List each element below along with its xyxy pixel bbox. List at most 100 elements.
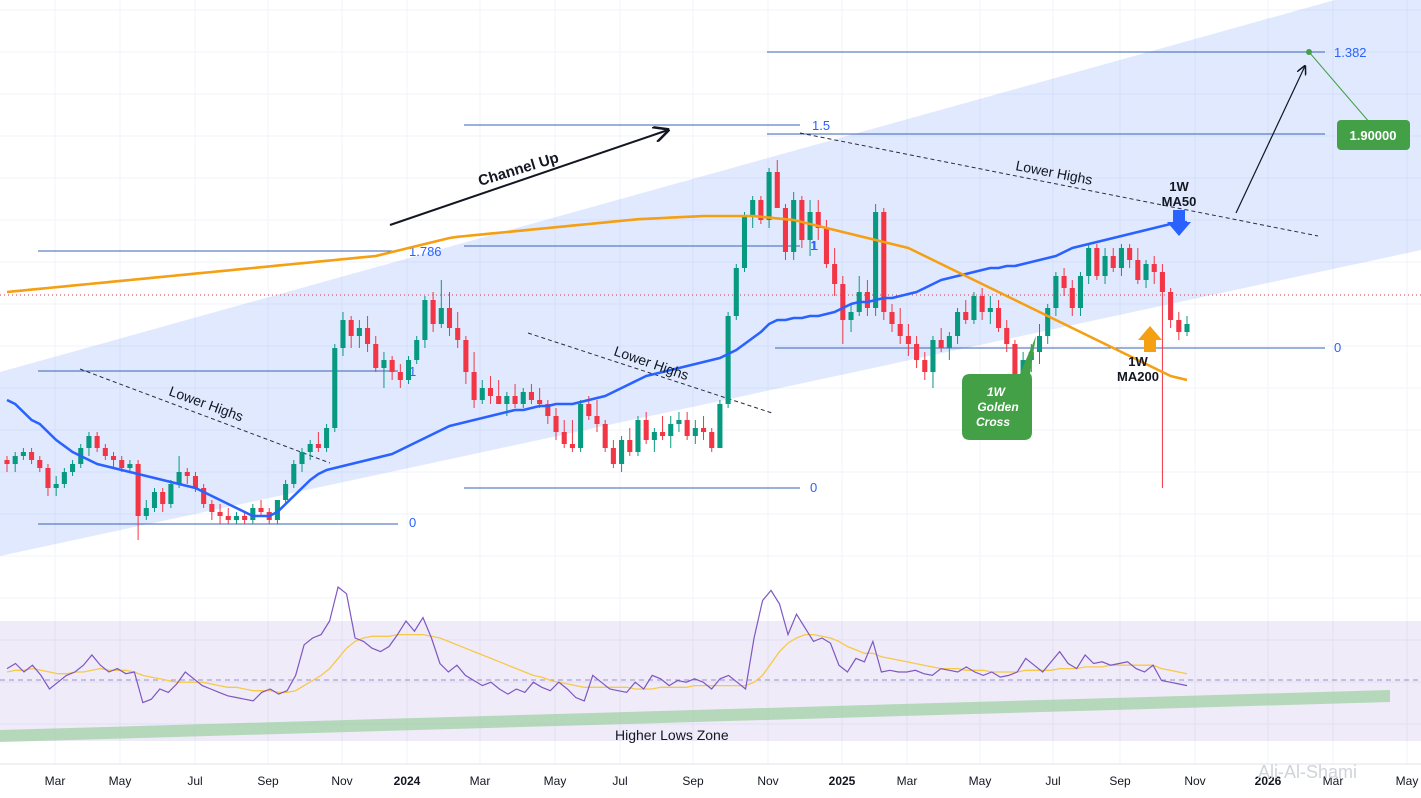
x-axis-tick-label: Mar: [470, 774, 491, 788]
projection-arrow: [1235, 66, 1305, 214]
candle-body: [873, 212, 879, 308]
ma200-arrow-icon: [1138, 326, 1162, 352]
x-axis-tick-label: Jul: [187, 774, 202, 788]
x-axis: Mar May Jul Sep Nov 2024 Mar May Jul Sep Nov 2025 Ma…: [45, 774, 1419, 788]
ma200-label: MA200: [1117, 369, 1159, 384]
candle-body: [1061, 276, 1067, 288]
candle-body: [1135, 260, 1141, 280]
candle-body: [1094, 248, 1100, 276]
candle-body: [184, 472, 190, 476]
channel-up-arrow: [389, 130, 668, 226]
lower-highs-trendline: [79, 368, 331, 464]
x-axis-tick-label: Mar: [1323, 774, 1344, 788]
candle-body: [971, 296, 977, 320]
candle-body: [373, 344, 379, 368]
candle-body: [463, 340, 469, 372]
candle-body: [840, 284, 846, 320]
candle-body: [741, 216, 748, 268]
candle-body: [1127, 248, 1133, 260]
candle-body: [168, 484, 174, 504]
channel-up-label: Channel Up: [476, 149, 561, 190]
candle-body: [94, 436, 100, 448]
higher-lows-zone-label: Higher Lows Zone: [615, 727, 729, 743]
candle-body: [487, 388, 494, 396]
x-axis-tick-label: Sep: [1109, 774, 1131, 788]
candle-body: [1110, 256, 1116, 268]
candle-body: [660, 432, 666, 436]
candle-body: [127, 464, 133, 468]
candle-body: [143, 508, 149, 516]
candle-body: [586, 404, 592, 416]
candle-body: [504, 396, 510, 404]
candle-body: [430, 300, 436, 324]
x-axis-tick-label: Nov: [331, 774, 352, 788]
candle-body: [242, 516, 248, 520]
candle-body: [979, 296, 985, 312]
candle-body: [610, 448, 616, 464]
candle-body: [1036, 336, 1043, 352]
x-axis-tick-label: 2025: [829, 774, 856, 788]
candle-body: [176, 472, 182, 484]
candle-body: [1086, 248, 1092, 276]
fib-label: 0: [810, 480, 817, 495]
candle-body: [799, 200, 805, 240]
candle-body: [717, 404, 723, 448]
candle-body: [291, 464, 297, 484]
candle-body: [905, 336, 911, 344]
candle-body: [930, 340, 936, 372]
candle-body: [733, 268, 739, 316]
moving-average-line: [6, 214, 1188, 382]
candle-body: [815, 212, 821, 228]
candle-body: [528, 392, 534, 400]
candle-body: [1012, 344, 1018, 380]
candle-body: [250, 508, 256, 520]
golden-cross-label: 1W: [987, 385, 1007, 399]
candle-body: [274, 500, 280, 520]
target-point: [1306, 49, 1312, 55]
candle-body: [569, 444, 575, 448]
golden-cross-label: Golden: [977, 400, 1018, 414]
candle-body: [553, 416, 559, 432]
x-axis-tick-label: 2026: [1255, 774, 1282, 788]
fib-label: 1.382: [1334, 45, 1367, 60]
candle-body: [471, 372, 477, 400]
x-axis-tick-label: Sep: [257, 774, 279, 788]
candle-body: [750, 200, 756, 216]
x-axis-tick-label: Mar: [897, 774, 918, 788]
candle-body: [791, 200, 797, 252]
candle-body: [897, 324, 903, 336]
candle-body: [405, 360, 412, 380]
fibonacci-levels: 1.786 1 0 1 0 1.5 1 0 1.382: [38, 45, 1367, 530]
candle-body: [766, 172, 772, 220]
candle-body: [135, 464, 141, 516]
candle-body: [1118, 248, 1124, 268]
fib-label: 1: [811, 238, 818, 253]
candle-body: [823, 228, 829, 264]
candle-body: [119, 460, 125, 468]
candle-body: [12, 456, 18, 464]
candle-body: [258, 508, 264, 512]
candle-body: [86, 436, 92, 448]
candle-body: [700, 428, 707, 432]
ma50-label: MA50: [1162, 194, 1197, 209]
moving-average-line: [6, 220, 1188, 518]
channel-up-band: [0, 0, 1421, 556]
candle-body: [774, 172, 780, 208]
candle-body: [881, 212, 887, 312]
candle-body: [20, 452, 26, 456]
candle-body: [1077, 276, 1084, 308]
target-value: 1.90000: [1350, 128, 1397, 143]
candle-body: [1159, 272, 1165, 292]
candle-body: [332, 348, 338, 428]
x-axis-tick-label: Nov: [1184, 774, 1205, 788]
candle-body: [676, 420, 682, 424]
candle-body: [619, 440, 625, 464]
candle-body: [987, 308, 993, 312]
target-badge: [1337, 120, 1410, 150]
candle-body: [684, 420, 690, 436]
candle-body: [315, 444, 321, 448]
candle-body: [782, 208, 789, 252]
x-axis-tick-label: 2024: [394, 774, 421, 788]
candle-body: [389, 360, 395, 372]
